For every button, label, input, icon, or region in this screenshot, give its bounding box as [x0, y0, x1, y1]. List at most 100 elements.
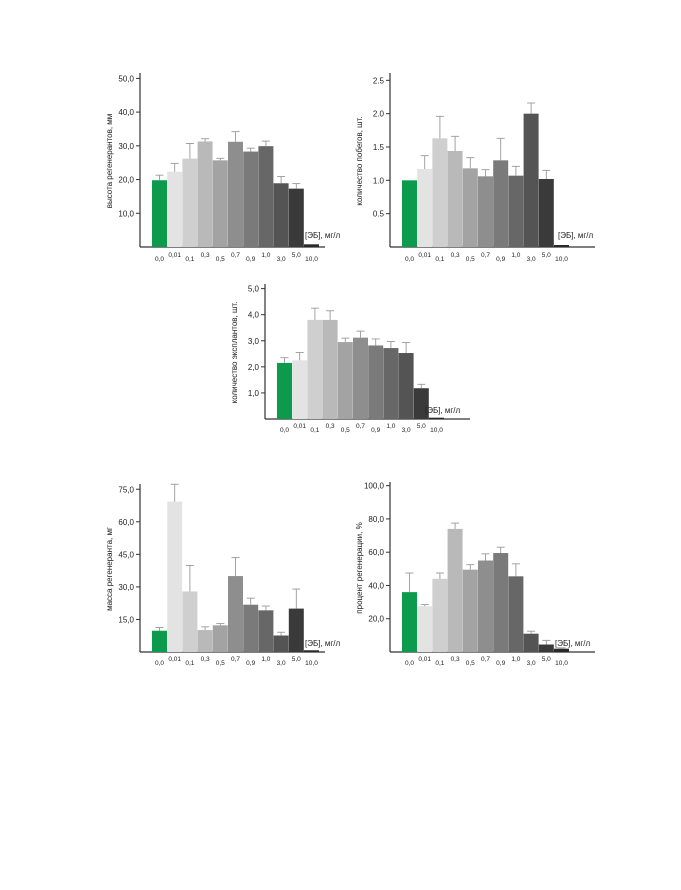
category-label: 0,0: [405, 660, 414, 667]
category-label: 0,3: [326, 423, 335, 430]
bar: [413, 388, 429, 419]
category-label: 10,0: [430, 427, 443, 434]
category-label: 0,3: [451, 252, 460, 259]
bar: [493, 160, 509, 247]
bar: [447, 151, 463, 247]
bar: [417, 169, 433, 247]
y-tick-label: 50,0: [118, 74, 134, 83]
y-tick-label: 40,0: [118, 108, 134, 117]
explants-chart: 1,0 2,0 3,0 4,0 5,0 количество эксплантов, шт…: [230, 284, 470, 434]
chart-panel-height: 10,0 20,0 30,0 40,0 50,0 высота регенерантов,…: [100, 60, 341, 275]
bar: [304, 650, 319, 652]
bar: [167, 171, 183, 247]
category-label: 1,0: [511, 656, 520, 663]
bar: [447, 528, 463, 652]
bar: [554, 648, 569, 652]
bar: [429, 417, 444, 419]
category-label: 0,7: [481, 252, 490, 259]
category-label: 1,0: [261, 656, 270, 663]
chart-panel-mass: 15,0 30,0 45,0 60,0 75,0 масса регенеранта, м…: [100, 472, 341, 672]
bar: [258, 610, 274, 652]
y-tick-label: 20,0: [368, 615, 384, 624]
y-tick-label: 4,0: [248, 311, 260, 320]
category-label: 0,1: [185, 660, 194, 667]
category-label: 5,0: [542, 656, 551, 663]
bar: [478, 560, 493, 652]
x-axis-title: [ЭБ], мг/л: [305, 639, 340, 648]
bar: [478, 176, 493, 247]
bar: [228, 141, 243, 247]
y-tick-label: 60,0: [118, 518, 134, 527]
bar: [182, 158, 198, 247]
y-tick-label: 20,0: [118, 176, 134, 185]
bar: [493, 553, 509, 652]
y-tick-label: 5,0: [248, 285, 260, 294]
category-label: 0,1: [310, 427, 319, 434]
bar: [292, 360, 308, 419]
y-tick-label: 40,0: [368, 581, 384, 590]
y-axis-title: процент регенерации, %: [355, 522, 364, 613]
category-label: 0,01: [168, 252, 181, 259]
bar: [273, 635, 289, 652]
category-label: 0,5: [216, 256, 225, 263]
bar: [538, 644, 554, 652]
x-axis-title: [ЭБ], мг/л: [425, 406, 461, 415]
chart-panel-explants: 1,0 2,0 3,0 4,0 5,0 количество эксплантов, шт…: [225, 272, 485, 442]
y-tick-label: 60,0: [368, 548, 384, 557]
category-label: 0,01: [168, 656, 181, 663]
bar: [508, 175, 524, 247]
bar: [243, 604, 259, 652]
chart-panel-shoots: 0.5 1.0 1.5 2.0 2.5 количество побегов, шт. 0,…: [350, 60, 610, 275]
bar: [152, 630, 167, 652]
x-axis-title: [ЭБ], мг/л: [305, 231, 340, 240]
category-label: 0,3: [451, 656, 460, 663]
category-label: 1,0: [386, 423, 395, 430]
category-label: 0,5: [216, 660, 225, 667]
y-tick-label: 15,0: [118, 615, 134, 624]
bar: [212, 625, 228, 652]
category-label: 5,0: [292, 656, 301, 663]
category-label: 0,01: [418, 656, 431, 663]
bar: [402, 180, 417, 247]
bar: [243, 151, 259, 247]
category-label: 10,0: [555, 660, 568, 667]
category-label: 0,9: [496, 660, 505, 667]
bar: [462, 569, 478, 652]
y-tick-label: 10,0: [118, 209, 134, 218]
bar: [353, 337, 368, 419]
bar: [273, 183, 289, 247]
bar: [212, 160, 228, 247]
category-label: 5,0: [417, 423, 426, 430]
category-label: 0,7: [231, 252, 240, 259]
bar: [288, 188, 304, 247]
category-label: 0,01: [293, 423, 306, 430]
category-label: 0,0: [280, 427, 289, 434]
category-label: 0,9: [371, 427, 380, 434]
bar: [337, 342, 353, 419]
x-axis-title: [ЭБ], мг/л: [558, 231, 594, 240]
bar: [538, 179, 554, 247]
category-label: 0,1: [435, 660, 444, 667]
mass-chart: 15,0 30,0 45,0 60,0 75,0 масса регенеранта, м…: [105, 483, 341, 667]
bar: [432, 138, 448, 247]
category-label: 5,0: [292, 252, 301, 259]
category-label: 0,5: [341, 427, 350, 434]
category-label: 0,3: [201, 252, 210, 259]
category-label: 0,0: [155, 256, 164, 263]
category-label: 0,9: [496, 256, 505, 263]
bar: [417, 606, 433, 652]
bar: [523, 633, 539, 652]
x-axis-title: [ЭБ], мг/л: [555, 639, 591, 648]
category-label: 1,0: [261, 252, 270, 259]
y-tick-label: 80,0: [368, 515, 384, 524]
y-tick-label: 45,0: [118, 550, 134, 559]
y-tick-label: 100,0: [364, 482, 385, 491]
category-label: 0,1: [435, 256, 444, 263]
category-label: 10,0: [305, 256, 318, 263]
category-label: 0,0: [155, 660, 164, 667]
bar: [152, 180, 167, 247]
category-label: 3,0: [402, 427, 411, 434]
category-label: 0,5: [466, 256, 475, 263]
category-label: 10,0: [555, 256, 568, 263]
shoots-chart: 0.5 1.0 1.5 2.0 2.5 количество побегов, шт. 0,…: [355, 73, 595, 263]
